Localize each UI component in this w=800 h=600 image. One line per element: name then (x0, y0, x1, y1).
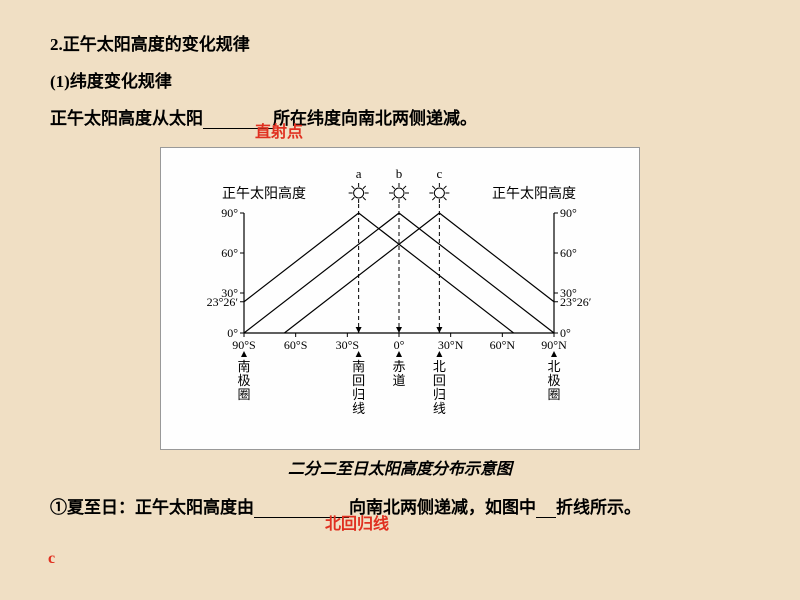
svg-text:正午太阳高度: 正午太阳高度 (492, 185, 576, 202)
svg-text:回: 回 (433, 373, 446, 388)
svg-text:极: 极 (547, 373, 560, 388)
svg-text:0°: 0° (394, 338, 405, 352)
svg-text:北: 北 (433, 359, 446, 374)
svg-text:90°S: 90°S (232, 338, 255, 352)
svg-text:正午太阳高度: 正午太阳高度 (222, 185, 306, 202)
svg-text:北: 北 (547, 359, 560, 374)
svg-text:30°N: 30°N (438, 338, 464, 352)
svg-text:b: b (396, 166, 403, 181)
svg-text:23°26′: 23°26′ (207, 295, 239, 309)
answer-2: 北回归线 (325, 510, 389, 534)
bottom-post: 折线所示。 (556, 498, 641, 517)
svg-text:南: 南 (237, 359, 250, 374)
svg-text:线: 线 (433, 401, 446, 416)
svg-text:回: 回 (352, 373, 365, 388)
sentence-1: 正午太阳高度从太阳 所在纬度向南北两侧递减。 (50, 104, 750, 129)
svg-text:南: 南 (352, 359, 365, 374)
heading: 2.正午太阳高度的变化规律 (50, 30, 750, 55)
svg-text:归: 归 (433, 387, 446, 402)
subheading: (1)纬度变化规律 (50, 67, 750, 92)
diagram-caption: 二分二至日太阳高度分布示意图 (50, 455, 750, 479)
svg-text:道: 道 (392, 373, 405, 388)
svg-text:60°: 60° (221, 246, 238, 260)
svg-text:60°: 60° (560, 246, 577, 260)
svg-text:90°N: 90°N (541, 338, 567, 352)
svg-text:60°S: 60°S (284, 338, 307, 352)
svg-text:线: 线 (352, 401, 365, 416)
svg-text:赤: 赤 (392, 359, 405, 374)
svg-text:极: 极 (237, 373, 250, 388)
svg-text:90°: 90° (221, 206, 238, 220)
answer-1: 直射点 (255, 118, 303, 142)
blank-3 (536, 499, 556, 518)
sentence-1-post: 所在纬度向南北两侧递减。 (273, 109, 477, 128)
svg-text:60°N: 60°N (490, 338, 516, 352)
bottom-pre: ①夏至日：正午太阳高度由 (50, 498, 254, 517)
svg-text:30°S: 30°S (336, 338, 359, 352)
svg-text:归: 归 (352, 387, 365, 402)
svg-text:23°26′: 23°26′ (560, 295, 592, 309)
diagram-container: 正午太阳高度正午太阳高度abc90°90°60°60°30°30°23°26′2… (160, 147, 640, 450)
svg-text:90°: 90° (560, 206, 577, 220)
svg-text:圈: 圈 (237, 387, 250, 402)
answer-3: c (48, 550, 55, 568)
svg-text:c: c (436, 166, 442, 181)
sentence-1-pre: 正午太阳高度从太阳 (50, 109, 203, 128)
solar-altitude-diagram: 正午太阳高度正午太阳高度abc90°90°60°60°30°30°23°26′2… (169, 158, 629, 438)
bottom-sentence: ①夏至日：正午太阳高度由向南北两侧递减，如图中折线所示。 (50, 493, 750, 518)
svg-text:圈: 圈 (547, 387, 560, 402)
svg-text:a: a (356, 166, 362, 181)
